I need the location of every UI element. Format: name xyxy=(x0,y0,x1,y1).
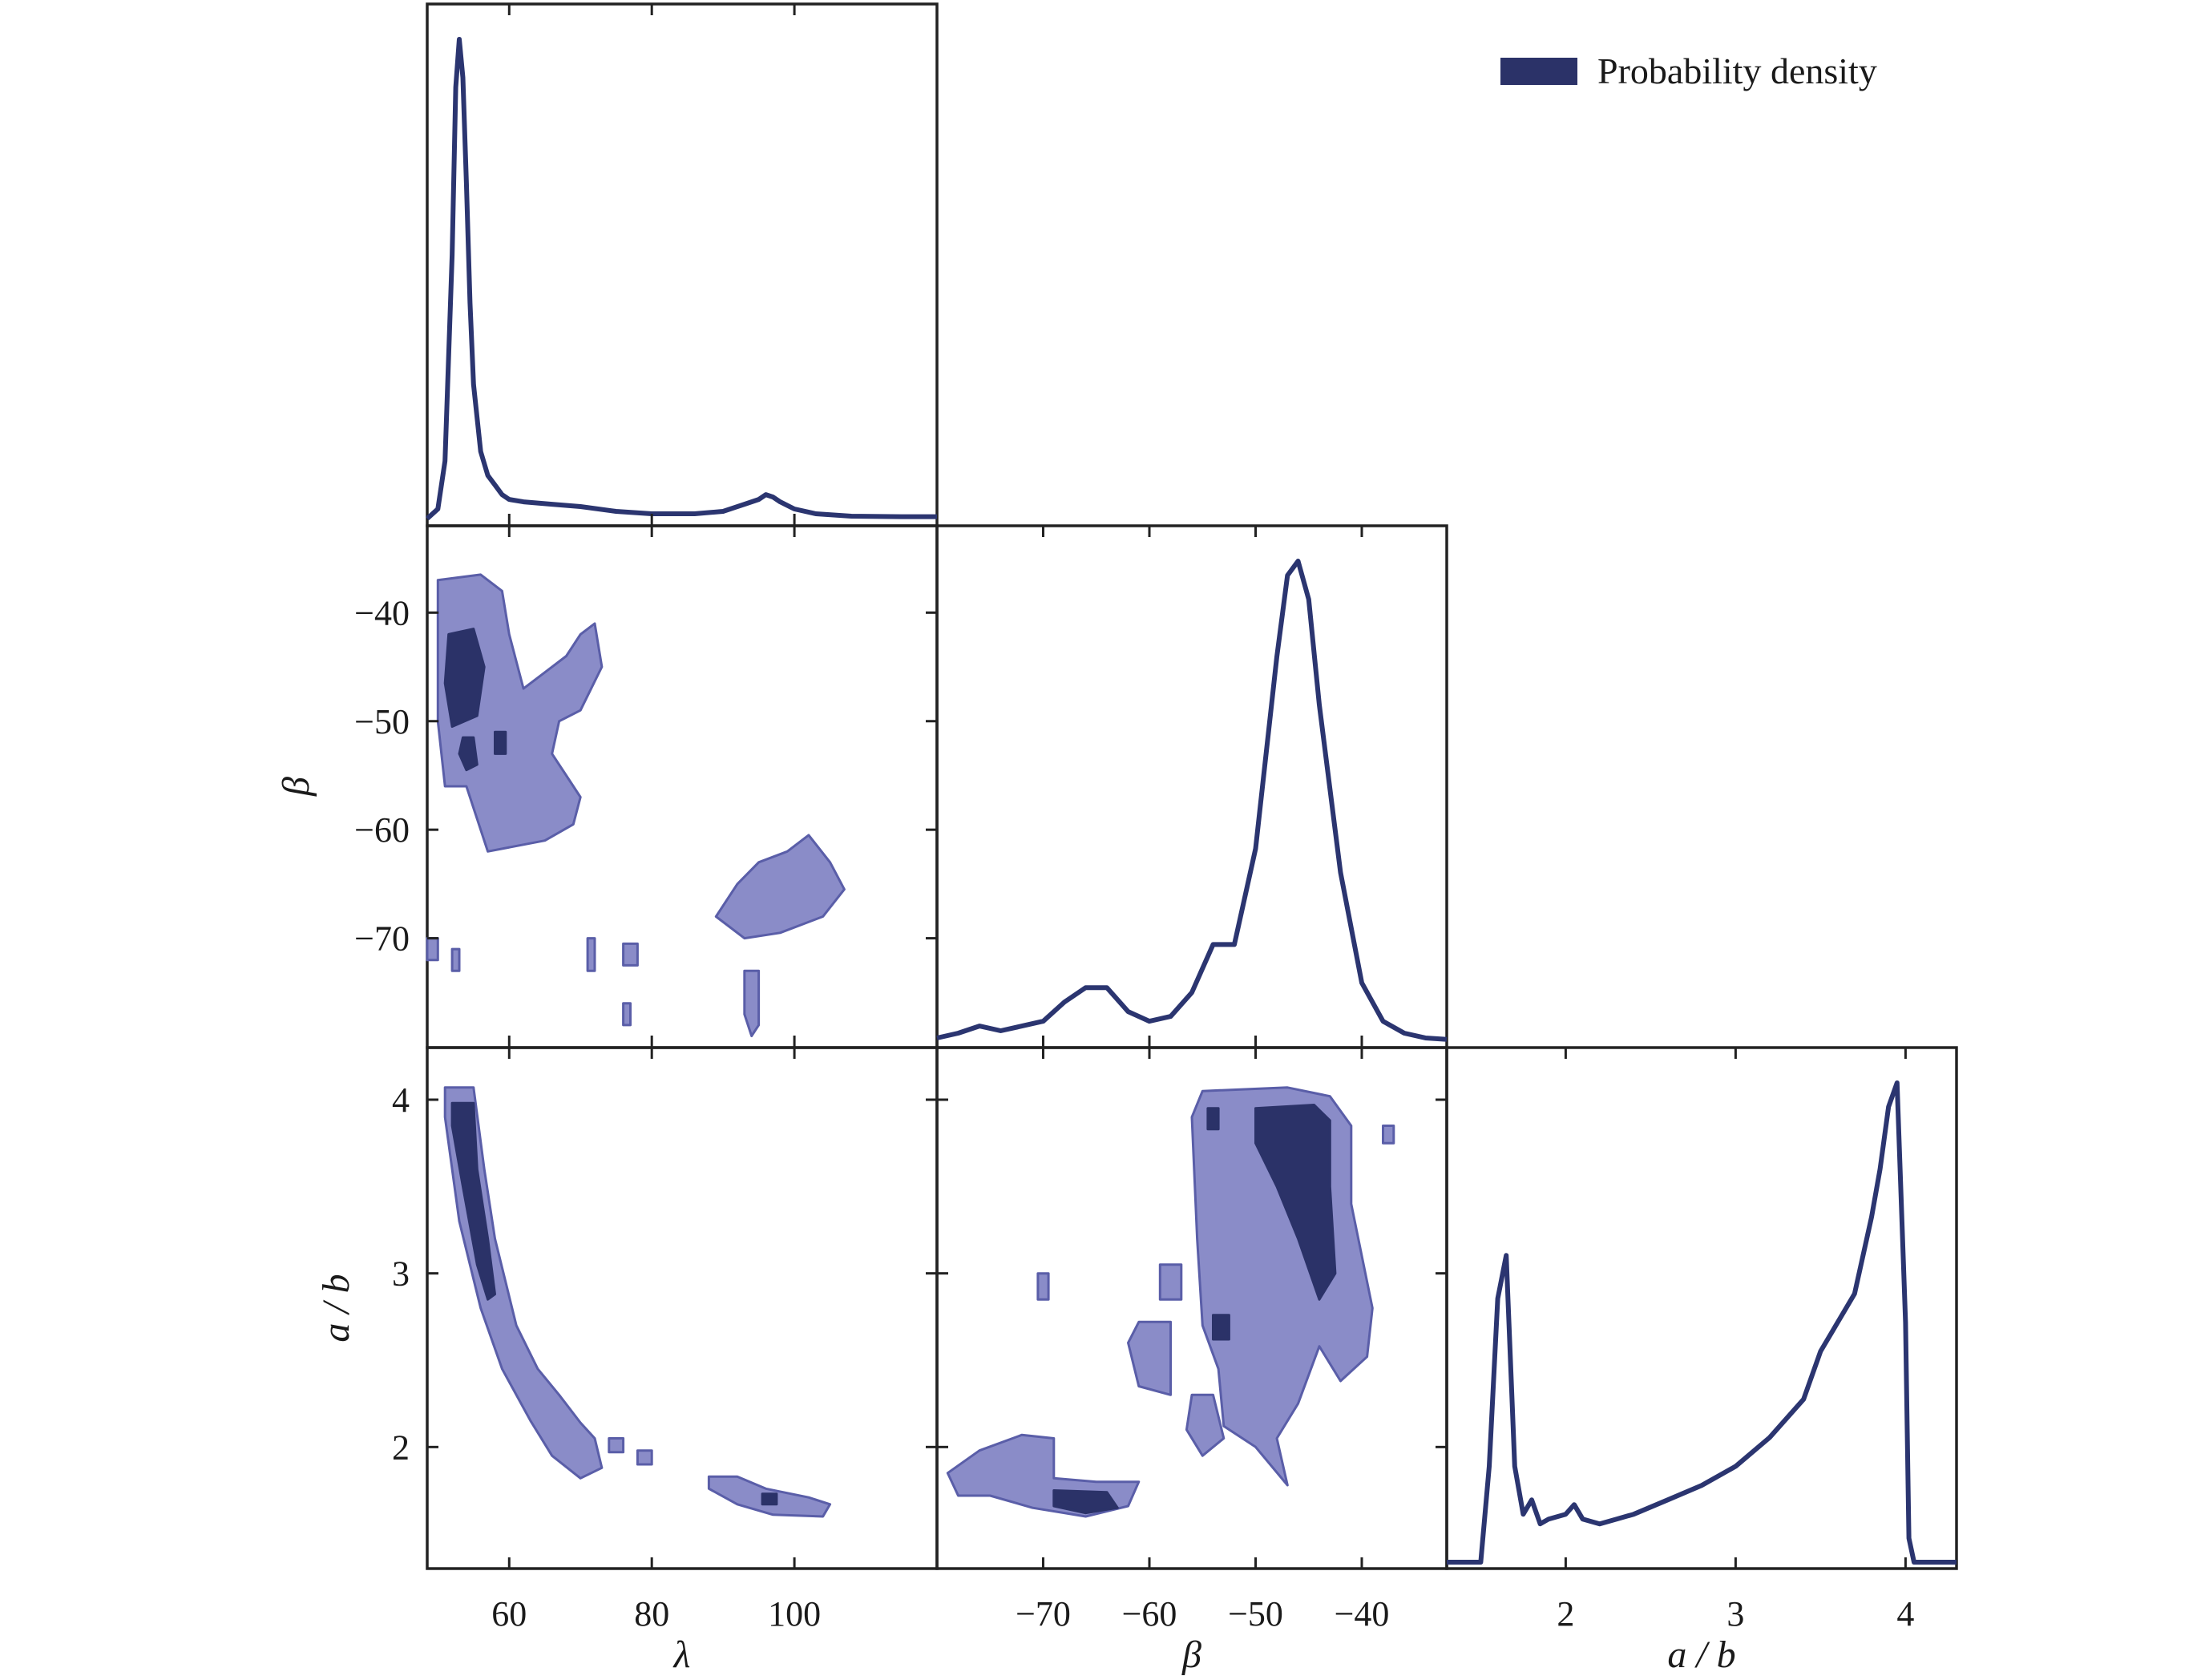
contour-inner-beta-vs-a-over-b xyxy=(1052,1489,1119,1515)
x-tick-label-lambda: 60 xyxy=(491,1594,527,1634)
panel-lambda-marginal xyxy=(426,2,939,527)
contour-outer-beta-vs-a-over-b xyxy=(1036,1272,1050,1301)
legend-label: Probability density xyxy=(1597,50,1877,91)
contour-outer-lambda-vs-beta xyxy=(450,947,461,972)
contour-outer-lambda-vs-beta xyxy=(622,1002,632,1027)
x-tick-label-a-over-b: 3 xyxy=(1726,1594,1744,1634)
contour-inner-lambda-vs-beta xyxy=(458,736,479,772)
contour-inner-lambda-vs-a-over-b xyxy=(450,1101,496,1301)
y-tick-label-beta: −50 xyxy=(354,702,410,741)
contour-outer-beta-vs-a-over-b xyxy=(1127,1320,1172,1396)
x-tick-label-a-over-b: 2 xyxy=(1557,1594,1574,1634)
density-line-beta xyxy=(936,559,1448,1042)
x-tick-label-beta: −60 xyxy=(1122,1594,1177,1634)
legend-swatch xyxy=(1500,58,1577,85)
x-tick-label-a-over-b: 4 xyxy=(1896,1594,1914,1634)
x-tick-label-lambda: 80 xyxy=(634,1594,669,1634)
y-axis-label-a-over-b: a / b xyxy=(315,1274,357,1342)
contour-outer-lambda-vs-a-over-b xyxy=(443,1086,604,1480)
panel-beta-marginal xyxy=(935,524,1448,1049)
contour-inner-beta-vs-a-over-b xyxy=(1206,1107,1220,1131)
contour-outer-lambda-vs-a-over-b xyxy=(608,1437,625,1454)
x-tick-label-lambda: 100 xyxy=(768,1594,821,1634)
contour-inner-lambda-vs-a-over-b xyxy=(761,1492,778,1506)
contour-inner-lambda-vs-beta xyxy=(443,628,486,728)
contour-outer-beta-vs-a-over-b xyxy=(1158,1263,1183,1301)
density-line-a-over-b xyxy=(1447,1080,1957,1565)
y-tick-label-a-over-b: 4 xyxy=(392,1080,410,1120)
density-line-lambda xyxy=(425,37,937,521)
contour-inner-beta-vs-a-over-b xyxy=(1212,1314,1230,1341)
contour-outer-lambda-vs-beta xyxy=(622,942,639,967)
contour-inner-lambda-vs-beta xyxy=(494,730,507,755)
contour-outer-lambda-vs-beta xyxy=(714,834,846,940)
y-tick-label-a-over-b: 3 xyxy=(392,1254,410,1294)
panel-ab-marginal xyxy=(1445,1046,1958,1570)
y-axis-label-beta: β xyxy=(275,777,317,797)
y-tick-label-beta: −60 xyxy=(354,810,410,850)
contour-outer-beta-vs-a-over-b xyxy=(1185,1393,1226,1457)
x-axis-label-beta: β xyxy=(1181,1634,1201,1676)
x-tick-label-beta: −50 xyxy=(1228,1594,1283,1634)
contour-inner-beta-vs-a-over-b xyxy=(1254,1104,1337,1301)
x-tick-label-beta: −70 xyxy=(1016,1594,1071,1634)
y-tick-label-a-over-b: 2 xyxy=(392,1428,410,1467)
contour-outer-beta-vs-a-over-b xyxy=(1382,1125,1395,1145)
contour-outer-lambda-vs-a-over-b xyxy=(636,1449,653,1466)
y-tick-label-beta: −40 xyxy=(354,593,410,632)
contour-outer-lambda-vs-beta xyxy=(586,937,596,972)
x-axis-label-a-over-b: a / b xyxy=(1667,1634,1735,1676)
contour-outer-lambda-vs-beta xyxy=(426,937,439,962)
x-tick-label-beta: −40 xyxy=(1335,1594,1390,1634)
contour-outer-lambda-vs-beta xyxy=(743,969,761,1037)
y-tick-label-beta: −70 xyxy=(354,919,410,959)
x-axis-label-lambda: λ xyxy=(672,1634,691,1676)
